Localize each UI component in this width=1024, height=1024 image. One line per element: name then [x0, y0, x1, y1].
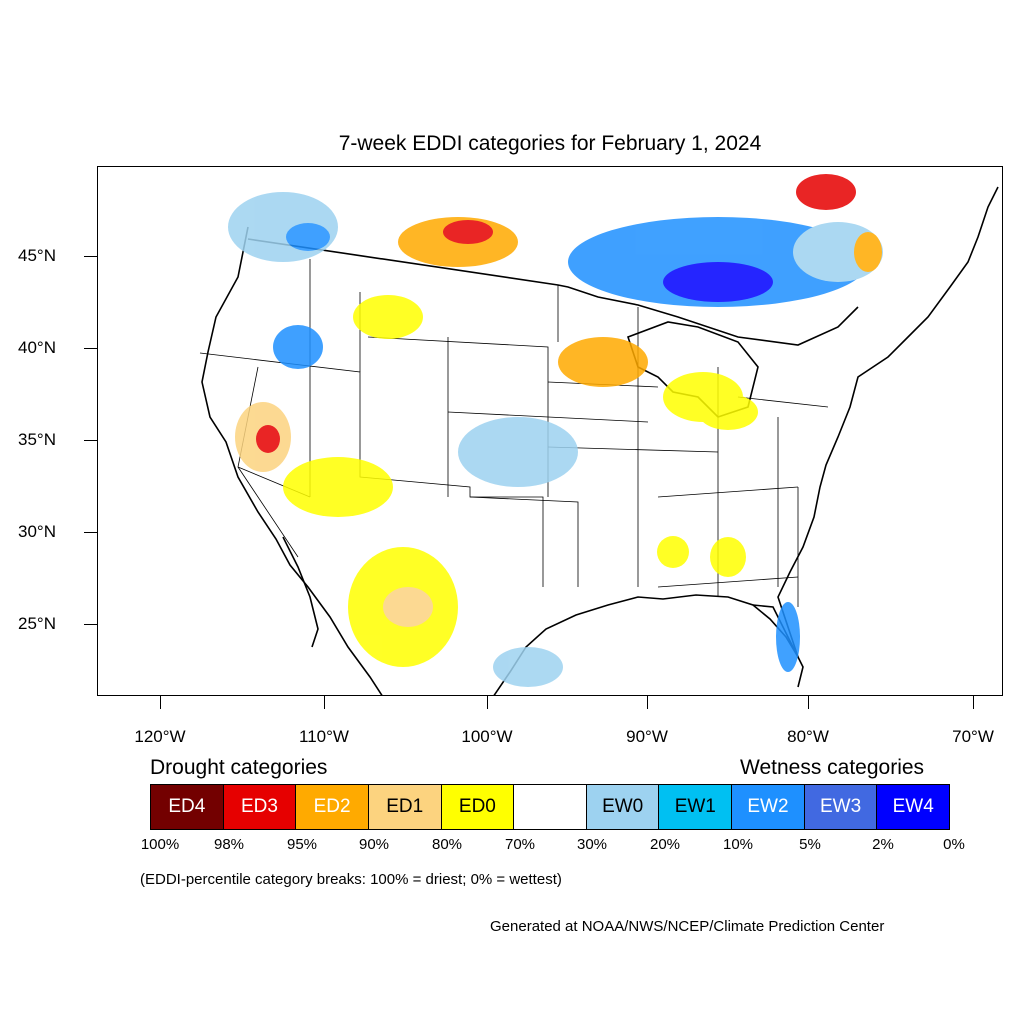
lat-label-40: 40°N — [18, 338, 56, 357]
eddi-map — [199, 174, 999, 695]
break-label: 95% — [286, 836, 318, 853]
lon-label-110: 110°W — [299, 727, 349, 746]
legend-swatch-ew1: EW1 — [659, 785, 733, 829]
lon-label-80: 80°W — [787, 727, 829, 746]
legend-swatch-ed0: ED0 — [441, 785, 515, 829]
drought-region-mississippi — [657, 536, 689, 568]
drought-categories-title: Drought categories — [150, 756, 328, 779]
lat-tick — [84, 624, 97, 625]
legend-swatch-ed1: ED1 — [368, 785, 442, 829]
drought-region-northwest-dakotas — [353, 295, 423, 339]
break-label: 10% — [722, 836, 754, 853]
legend-swatch-ed2: ED2 — [296, 785, 369, 829]
wet-region-central-plains — [458, 417, 578, 487]
wet-region-north-east-core — [663, 262, 773, 302]
lat-tick — [84, 256, 97, 257]
category-breaks-note: (EDDI-percentile category breaks: 100% =… — [140, 871, 562, 888]
legend-swatch-ed3: ED3 — [223, 785, 297, 829]
drought-region-north-central-core — [443, 220, 493, 244]
lon-tick — [487, 696, 488, 709]
lat-tick — [84, 348, 97, 349]
legend-swatch-neutral — [514, 785, 587, 829]
lat-tick — [84, 532, 97, 533]
break-label: 0% — [943, 836, 965, 853]
wet-region-pacific-nw-core — [286, 223, 330, 251]
legend-swatch-ed4: ED4 — [151, 785, 224, 829]
map-title: 7-week EDDI categories for February 1, 2… — [338, 132, 762, 155]
lat-label-25: 25°N — [18, 614, 56, 633]
lat-label-30: 30°N — [18, 522, 56, 541]
drought-region-arizona — [283, 457, 393, 517]
drought-region-georgia — [710, 537, 746, 577]
drought-region-maine — [854, 232, 882, 272]
canada-border — [247, 238, 859, 346]
category-legend: ED4 ED3 ED2 ED1 ED0 EW0 EW1 EW2 EW3 EW4 — [150, 784, 950, 830]
lon-tick — [324, 696, 325, 709]
lon-label-90: 90°W — [626, 727, 668, 746]
wet-region-gulf-coast — [493, 647, 563, 687]
drought-region-ohio-valley — [698, 394, 758, 430]
eddi-shading — [228, 174, 883, 687]
lon-tick — [160, 696, 161, 709]
legend-swatch-ew0: EW0 — [586, 785, 660, 829]
wet-region-idaho — [273, 325, 323, 369]
lat-label-45: 45°N — [18, 246, 56, 265]
mexico-gulf-coast — [493, 186, 999, 695]
credit-line: Generated at NOAA/NWS/NCEP/Climate Predi… — [490, 918, 885, 935]
wetness-categories-title: Wetness categories — [740, 756, 925, 779]
legend-swatch-ew3: EW3 — [804, 785, 878, 829]
drought-region-nevada-core — [256, 425, 280, 453]
lat-label-35: 35°N — [18, 430, 56, 449]
break-label: 80% — [431, 836, 463, 853]
lat-tick — [84, 440, 97, 441]
break-label: 90% — [358, 836, 390, 853]
break-label: 100% — [140, 836, 180, 853]
break-label: 5% — [799, 836, 821, 853]
lon-tick — [808, 696, 809, 709]
lon-tick — [973, 696, 974, 709]
drought-region-upper-midwest — [558, 337, 648, 387]
break-label: 20% — [649, 836, 681, 853]
drought-region-mexico-core — [383, 587, 433, 627]
break-label: 2% — [872, 836, 894, 853]
map-frame — [97, 166, 1003, 696]
legend-swatch-ew4: EW4 — [877, 785, 950, 829]
break-label: 30% — [576, 836, 608, 853]
lon-label-120: 120°W — [134, 727, 186, 746]
wet-region-florida — [776, 602, 800, 672]
us-west-coast — [201, 226, 383, 695]
drought-region-ne-quebec — [796, 174, 856, 210]
break-label: 70% — [504, 836, 536, 853]
lon-tick — [647, 696, 648, 709]
lon-label-70: 70°W — [952, 727, 994, 746]
lon-label-100: 100°W — [461, 727, 513, 746]
baja-california — [282, 536, 319, 648]
legend-swatch-ew2: EW2 — [732, 785, 805, 829]
break-label: 98% — [213, 836, 245, 853]
